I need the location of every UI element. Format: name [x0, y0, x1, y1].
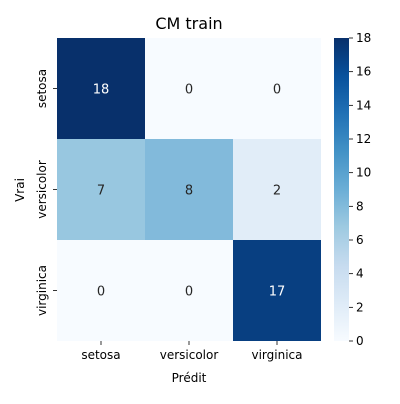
x-tick-label: versicolor	[160, 348, 219, 362]
cell-value-label: 18	[93, 83, 110, 98]
colorbar: 0 2 4 6 8 10 12 14 16 18	[334, 31, 371, 348]
colorbar-tick-label: 10	[356, 166, 371, 180]
cell-value-label: 17	[269, 285, 286, 300]
colorbar-tick-label: 14	[356, 98, 371, 112]
chart-title: CM train	[155, 14, 222, 33]
cell-value-label: 0	[273, 83, 281, 98]
x-tick-label: setosa	[81, 348, 120, 362]
colorbar-tick-label: 8	[356, 199, 364, 213]
heatmap-cell-r0-c1	[145, 38, 233, 139]
colorbar-tick-label: 18	[356, 31, 371, 45]
heatmap-cell-r0-c0	[57, 38, 145, 139]
heatmap-cell-r2-c1	[145, 240, 233, 341]
cell-value-label: 0	[97, 285, 105, 300]
colorbar-tick-label: 2	[356, 300, 364, 314]
y-tick-label: virginica	[35, 265, 49, 316]
y-axis-label: Vrai	[13, 178, 27, 202]
heatmap-cell-r1-c2	[233, 139, 321, 240]
heatmap-cells	[57, 38, 321, 341]
heatmap-cell-r2-c0	[57, 240, 145, 341]
heatmap-cell-r1-c1	[145, 139, 233, 240]
cell-value-label: 7	[97, 184, 105, 199]
heatmap-cell-r2-c2	[233, 240, 321, 341]
y-axis-ticks: setosa versicolor virginica	[35, 69, 57, 316]
colorbar-tick-label: 12	[356, 132, 371, 146]
y-tick-label: versicolor	[35, 160, 49, 219]
x-tick-label: virginica	[252, 348, 303, 362]
colorbar-gradient	[334, 38, 349, 341]
heatmap-cell-r0-c2	[233, 38, 321, 139]
colorbar-tick-label: 6	[356, 233, 364, 247]
cell-value-label: 0	[185, 83, 193, 98]
cell-value-label: 8	[185, 184, 193, 199]
cell-value-label: 0	[185, 285, 193, 300]
colorbar-tick-label: 4	[356, 267, 364, 281]
colorbar-tick-label: 0	[356, 334, 364, 348]
y-tick-label: setosa	[35, 69, 49, 108]
x-axis-label: Prédit	[172, 371, 207, 385]
heatmap-cell-labels: 18 0 0 7 8 2 0 0 17	[93, 83, 286, 300]
cell-value-label: 2	[273, 184, 281, 199]
x-axis-ticks: setosa versicolor virginica	[81, 341, 303, 362]
colorbar-tick-label: 16	[356, 65, 371, 79]
heatmap-cell-r1-c0	[57, 139, 145, 240]
